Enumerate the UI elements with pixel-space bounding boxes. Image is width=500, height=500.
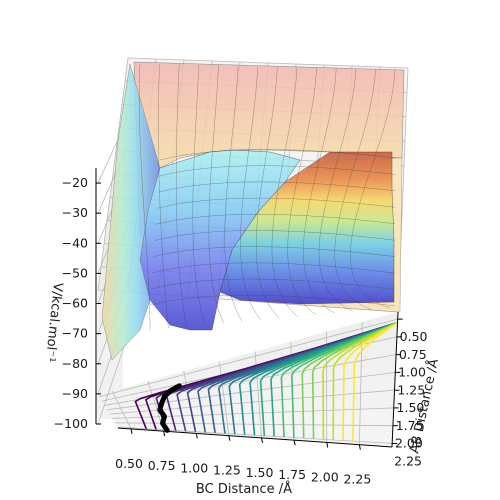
surface-mesh-lines (139, 63, 396, 331)
x-tick-mark (358, 444, 361, 450)
contour-line (311, 321, 398, 439)
contour-line (342, 321, 398, 441)
grid-line (98, 318, 398, 398)
contour-line (186, 321, 398, 432)
mesh-line (152, 262, 396, 274)
x-tick-label: 1.00 (180, 460, 208, 475)
contour-line (270, 321, 398, 437)
mesh-line (158, 165, 396, 177)
z-axis: −20 −30 −40 −50 −60 −70 −80 −90 −100 (54, 168, 101, 431)
energy-surface (101, 61, 405, 361)
x-tick-label: 1.75 (278, 467, 306, 482)
left-wall-surface (101, 63, 161, 361)
contour-line (280, 321, 398, 438)
x-tick-mark (195, 433, 198, 439)
contour-line (176, 321, 398, 432)
trajectory-line (157, 383, 182, 433)
mesh-line (271, 67, 298, 317)
y-axis: 0.50 0.75 1.00 1.25 1.50 1.75 2.00 2.25 (391, 311, 428, 468)
mesh-line (156, 197, 396, 209)
y-tick-label: 2.25 (394, 453, 422, 468)
mesh-line (159, 149, 396, 161)
contour-line (332, 321, 398, 440)
mesh-line (158, 64, 169, 329)
z-tick-label: −80 (62, 356, 88, 371)
mesh-line (151, 278, 396, 290)
x-tick-label: 1.50 (246, 465, 274, 480)
grid-line (127, 57, 409, 69)
contour-line (352, 321, 398, 442)
x-tick-label: 0.50 (115, 456, 143, 471)
mesh-line (155, 214, 396, 225)
mesh-line (303, 68, 337, 314)
x-tick-label: 2.25 (343, 472, 371, 487)
contour-line (238, 321, 398, 435)
contour-line (197, 321, 398, 433)
x-tick-label: 1.25 (213, 463, 241, 478)
mesh-line (240, 66, 261, 320)
contour-line (207, 321, 398, 434)
mesh-line (192, 65, 206, 325)
x-tick-mark (326, 442, 329, 448)
z-tick-label: −30 (62, 205, 88, 220)
z-tick-label: −20 (62, 175, 88, 190)
z-tick-label: −60 (62, 296, 88, 311)
contour-line (165, 321, 398, 431)
x-tick-mark (228, 435, 231, 441)
x-tick-mark (293, 440, 296, 446)
contour-line (217, 321, 398, 434)
y-tick-label: 1.25 (397, 382, 425, 397)
x-tick-label: 0.75 (148, 458, 176, 473)
mesh-line (287, 68, 317, 315)
x-tick-mark (163, 431, 166, 437)
y-tick-label: 1.50 (397, 400, 425, 415)
z-tick-label: −70 (62, 326, 88, 341)
mesh-line (149, 295, 396, 307)
contour-line (290, 321, 398, 438)
contour-line (259, 321, 398, 436)
z-tick-label: −90 (62, 386, 88, 401)
x-tick-label: 2.00 (311, 469, 339, 484)
x-axis-label: BC Distance /Å (196, 481, 292, 497)
contour-line (322, 321, 398, 440)
mesh-line (139, 63, 151, 331)
contour-line (249, 321, 398, 436)
grid-line (104, 354, 397, 406)
mesh-line (334, 69, 376, 310)
y-tick-label: 0.50 (400, 329, 428, 344)
mesh-line (350, 69, 396, 309)
mesh-line (256, 67, 280, 319)
mesh-line (153, 246, 396, 257)
grid-line (97, 334, 129, 425)
z-tick-label: −40 (62, 235, 88, 250)
mesh-line (224, 66, 243, 322)
y-tick-label: 2.00 (395, 436, 423, 451)
mesh-line (157, 181, 396, 193)
x-tick-mark (130, 428, 133, 435)
x-tick-mark (261, 437, 264, 444)
y-axis-line (391, 311, 399, 448)
y-tick-label: 1.00 (398, 365, 426, 380)
z-tick-label: −100 (54, 416, 88, 431)
grid-line (219, 361, 230, 436)
contour-line (301, 321, 398, 439)
contour-line (228, 321, 398, 435)
mesh-line (318, 69, 356, 312)
z-axis-label: V/kcal.mol⁻¹ (42, 282, 65, 363)
mesh-line (154, 230, 396, 241)
grid-line (117, 426, 393, 444)
mesh-line (208, 65, 225, 324)
y-tick-label: 1.75 (396, 418, 424, 433)
y-tick-label: 0.75 (399, 347, 427, 362)
x-axis: 0.50 0.75 1.00 1.25 1.50 1.75 2.00 2.25 (115, 427, 393, 487)
z-tick-label: −50 (62, 265, 88, 280)
